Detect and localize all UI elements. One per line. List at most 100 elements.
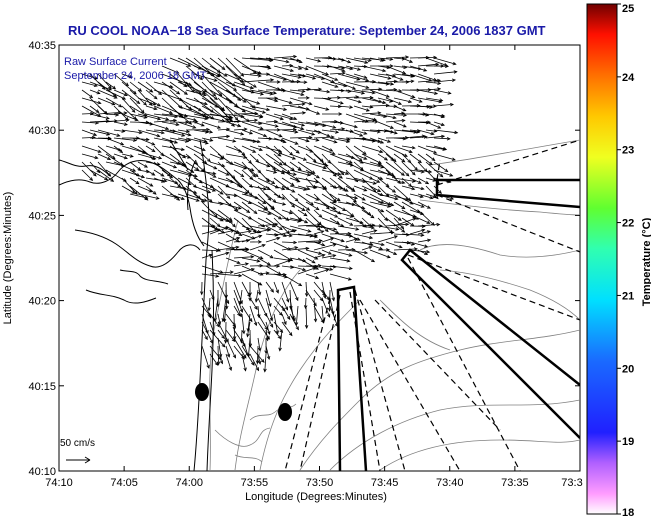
current-vector <box>393 153 405 163</box>
current-vector <box>209 65 228 77</box>
current-vector <box>241 169 253 180</box>
current-vector <box>81 105 101 117</box>
current-vector <box>225 337 236 358</box>
current-vector-head <box>454 130 459 135</box>
current-vector-head <box>256 139 261 144</box>
current-vector-head <box>294 197 299 202</box>
current-vector <box>97 145 116 160</box>
current-vector-head <box>112 85 117 90</box>
current-vector-head <box>377 188 382 192</box>
current-vector <box>249 72 261 75</box>
current-vector-head <box>291 189 296 193</box>
current-vector-head <box>361 197 366 201</box>
current-vector-head <box>346 137 351 142</box>
current-vector <box>313 129 330 137</box>
current-vector-head <box>371 90 376 95</box>
current-vector-head <box>325 205 330 210</box>
map-layer <box>59 54 580 471</box>
current-vector <box>289 145 300 154</box>
current-vector <box>265 73 287 81</box>
current-vector-head <box>267 211 272 215</box>
current-vector-head <box>131 108 136 113</box>
current-vector <box>105 113 119 116</box>
current-vector <box>345 185 355 192</box>
current-vector-head <box>232 223 236 228</box>
current-vector <box>209 321 215 336</box>
current-vector <box>345 177 366 183</box>
current-vector-head <box>317 59 322 63</box>
current-vector <box>97 105 107 115</box>
current-vector-head <box>278 162 283 166</box>
x-tick-label: 73:55 <box>241 477 269 489</box>
current-vector <box>177 153 191 159</box>
current-vector-head <box>248 318 253 323</box>
current-vector <box>137 121 153 125</box>
current-vector <box>81 89 93 98</box>
current-vector-head <box>232 354 236 359</box>
current-vector-head <box>359 133 364 137</box>
current-vector <box>217 281 230 304</box>
current-vector <box>137 153 156 160</box>
current-vector <box>345 73 369 82</box>
current-vector <box>121 73 133 78</box>
current-vector <box>169 113 197 121</box>
current-vector <box>193 97 214 113</box>
current-vector <box>433 89 451 94</box>
scale-label: 50 cm/s <box>60 438 95 449</box>
current-vector <box>433 79 456 83</box>
current-vector-head <box>335 220 340 225</box>
current-vector <box>385 129 398 134</box>
current-vector <box>417 169 432 173</box>
current-vector <box>289 112 306 115</box>
current-vector <box>313 209 323 218</box>
current-vector-head <box>318 214 323 218</box>
current-vector <box>313 105 329 111</box>
current-vector-head <box>190 169 195 174</box>
current-vector-head <box>261 223 266 228</box>
current-vector-head <box>287 259 292 263</box>
current-vector <box>393 201 405 209</box>
current-vector-head <box>226 134 231 139</box>
current-vector-head <box>176 90 181 95</box>
current-vector <box>185 105 209 119</box>
current-vector-head <box>308 101 313 106</box>
current-vector <box>345 129 363 137</box>
current-vector <box>81 161 97 177</box>
current-vector-head <box>251 105 256 109</box>
current-vector-head <box>210 184 215 188</box>
current-vector-head <box>402 108 407 112</box>
current-vector-head <box>405 232 410 237</box>
current-vector-head <box>349 214 354 218</box>
current-vector <box>145 185 157 195</box>
current-vector-head <box>453 70 458 74</box>
current-vector <box>369 73 391 79</box>
current-vector <box>417 249 428 255</box>
current-vector-head <box>200 291 204 296</box>
current-vector-head <box>338 175 343 179</box>
current-vector-head <box>232 323 237 328</box>
current-vector <box>214 297 219 322</box>
current-vector-head <box>303 187 308 191</box>
current-vector <box>129 145 147 154</box>
current-vector-head <box>289 63 294 68</box>
current-vector-head <box>408 99 413 104</box>
current-vector <box>233 169 244 177</box>
current-vector <box>393 145 413 153</box>
current-vector <box>257 201 268 210</box>
current-vector <box>329 273 352 280</box>
current-vector-head <box>187 63 192 67</box>
current-vector <box>417 217 430 224</box>
current-vector <box>153 119 177 123</box>
current-vector-head <box>332 125 337 129</box>
current-vector <box>345 145 363 162</box>
current-vector <box>121 89 140 104</box>
current-vector <box>137 145 155 160</box>
current-vector-head <box>377 162 382 167</box>
current-vector <box>153 169 165 177</box>
current-vector <box>425 193 437 198</box>
current-vector-head <box>180 147 186 151</box>
current-vector-head <box>263 133 268 137</box>
current-vector <box>393 177 416 182</box>
current-vector <box>161 81 180 95</box>
current-vector-head <box>346 259 351 263</box>
